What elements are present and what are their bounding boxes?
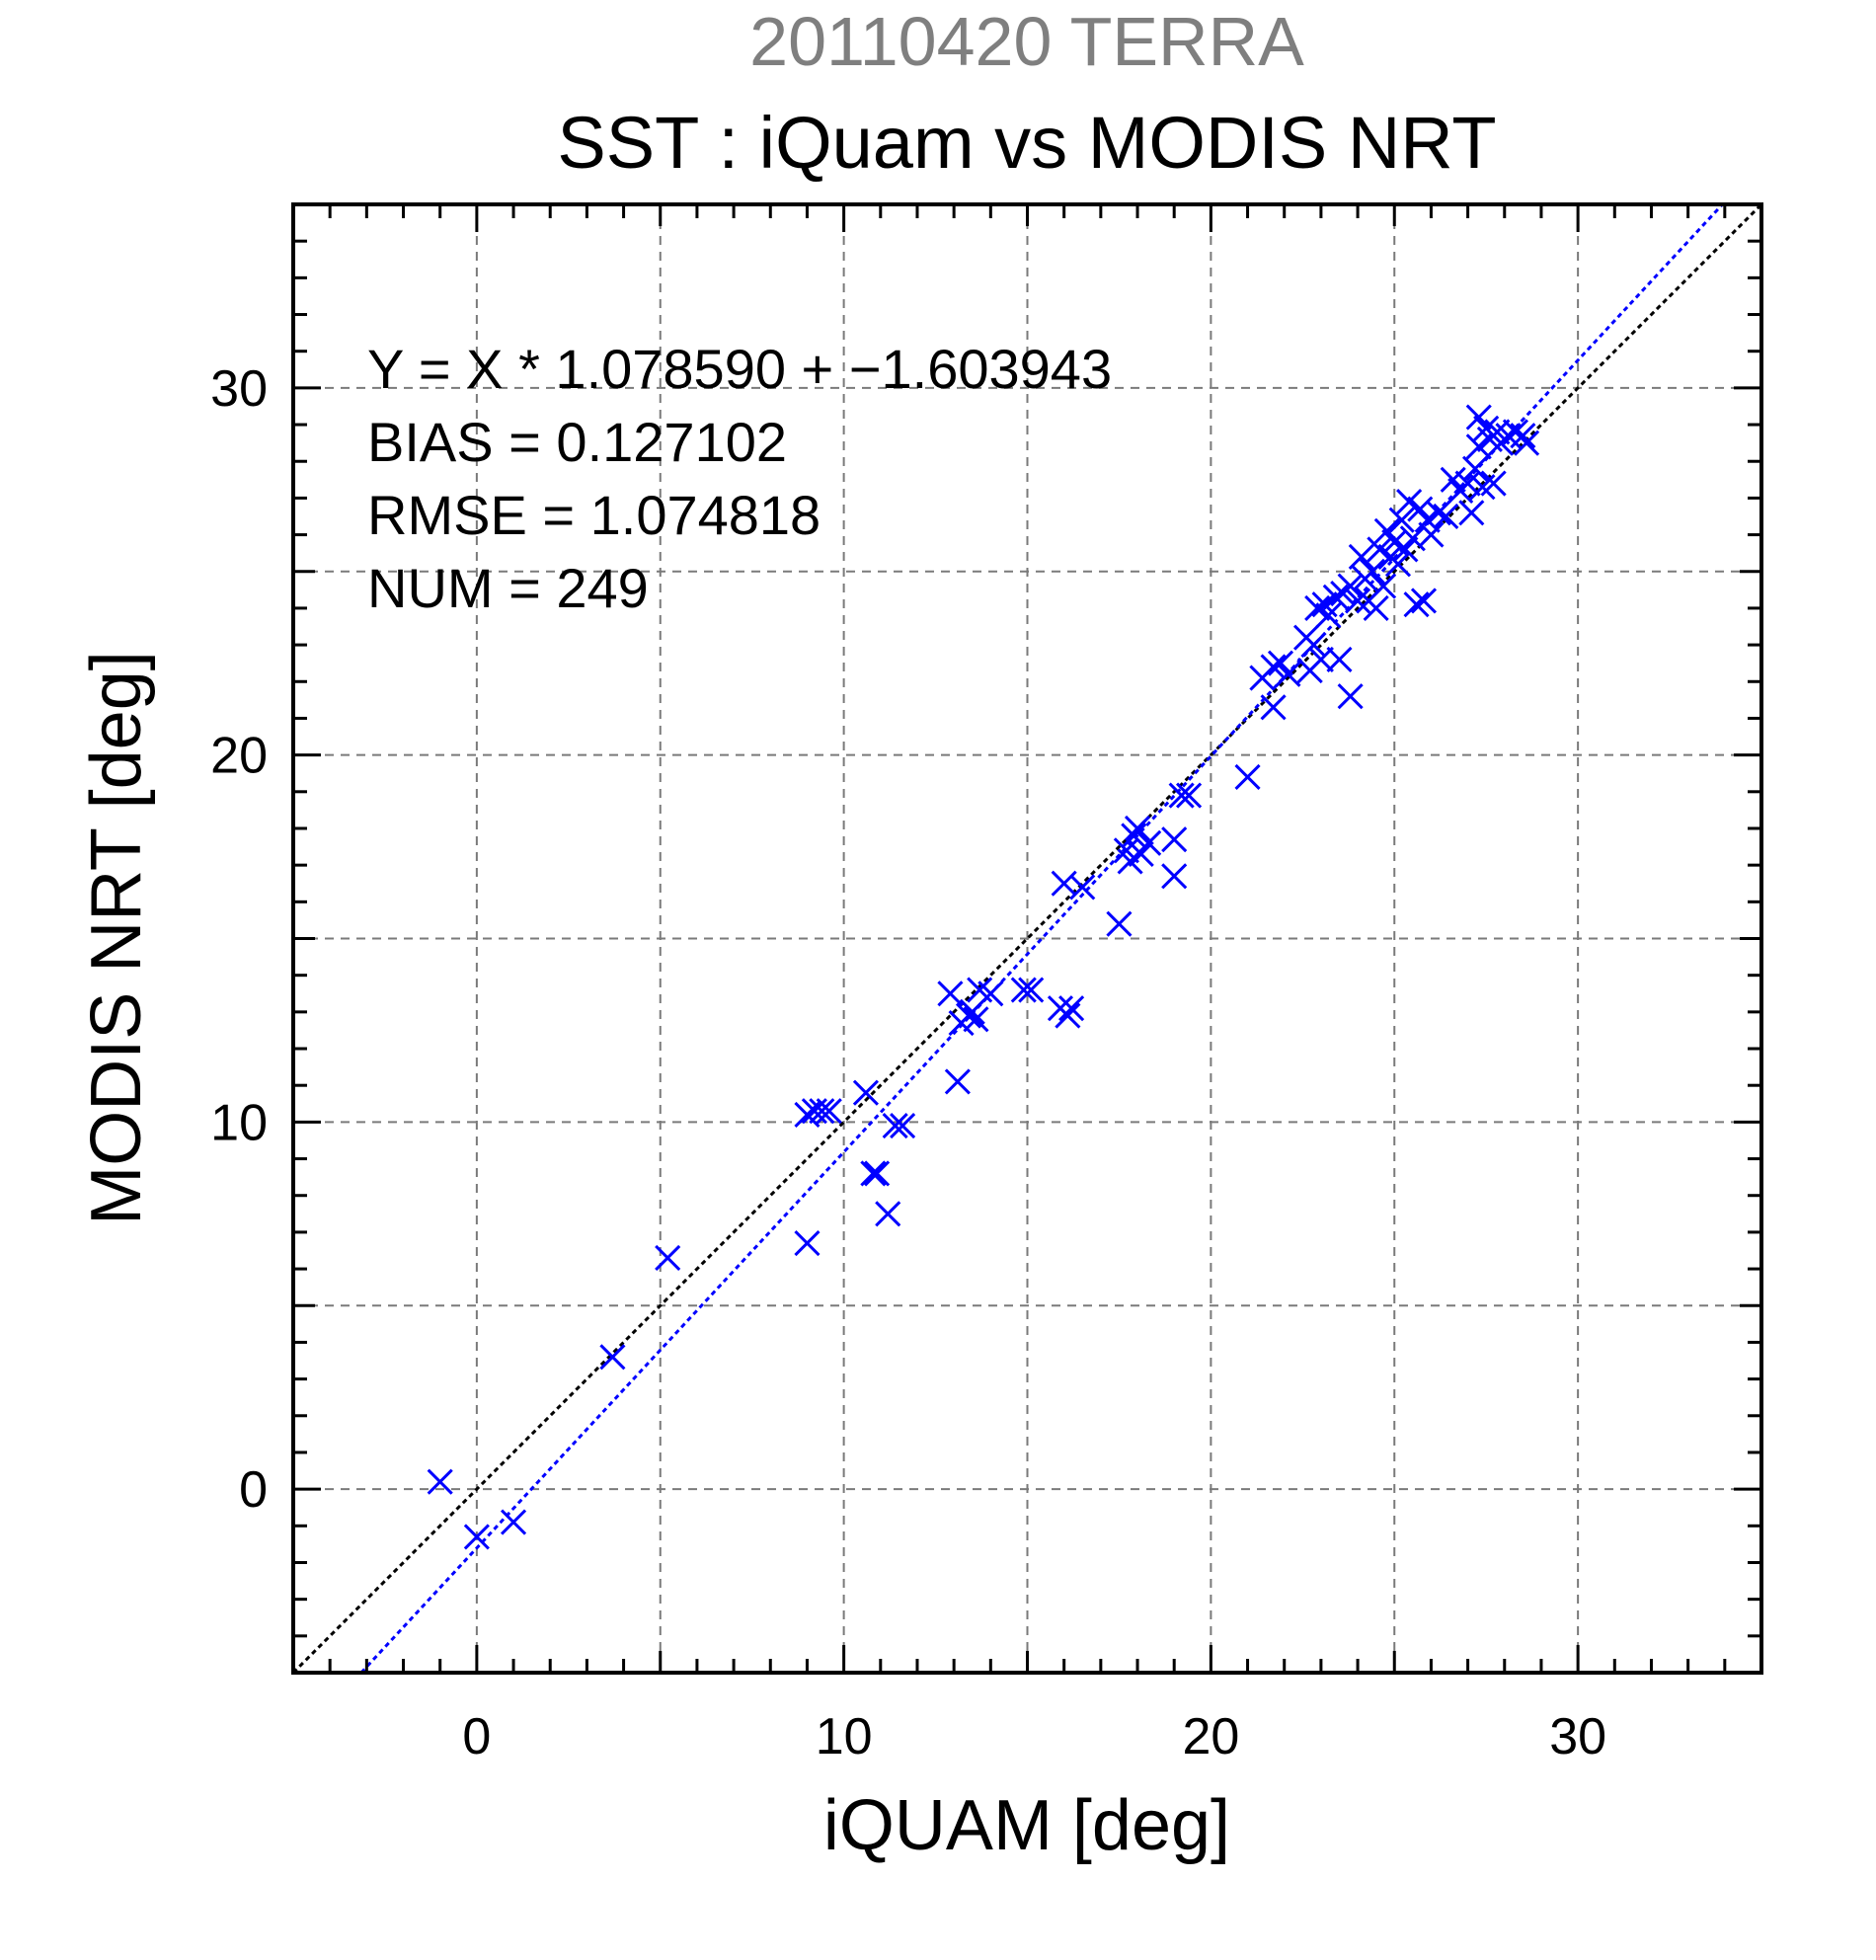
data-point — [794, 1101, 821, 1129]
data-point — [1322, 584, 1349, 610]
stats-bias: BIAS = 0.127102 — [367, 411, 787, 473]
data-point — [1161, 863, 1188, 890]
data-point — [1069, 874, 1096, 901]
data-point — [852, 1079, 879, 1106]
data-point — [1124, 815, 1151, 842]
data-point — [1370, 573, 1397, 599]
data-point — [1300, 632, 1327, 659]
data-point — [977, 980, 1004, 1007]
data-point — [809, 1098, 835, 1125]
x-axis-label: iQUAM [deg] — [823, 1786, 1230, 1865]
data-point — [1433, 503, 1459, 530]
data-point — [655, 1244, 681, 1271]
data-point — [463, 1524, 490, 1550]
data-point — [1307, 646, 1334, 673]
data-point — [1337, 683, 1364, 710]
data-point — [1055, 1002, 1081, 1029]
data-point — [937, 980, 964, 1007]
axis-ticks — [293, 204, 1761, 1673]
data-point — [1106, 910, 1133, 937]
data-point — [1388, 507, 1415, 533]
data-point — [1234, 763, 1261, 790]
data-point — [1260, 654, 1287, 680]
data-point — [1326, 646, 1353, 673]
data-point — [890, 1113, 916, 1139]
y-axis-label: MODIS NRT [deg] — [77, 651, 156, 1225]
data-point — [500, 1509, 527, 1535]
stats-rmse: RMSE = 1.074818 — [367, 484, 821, 546]
data-point — [1454, 470, 1481, 497]
data-point — [1418, 521, 1445, 548]
data-point — [1367, 536, 1393, 563]
data-point — [816, 1098, 842, 1125]
data-point — [1168, 782, 1195, 809]
data-point — [1345, 588, 1371, 614]
data-point — [794, 1229, 821, 1257]
tick-labels: 0 0 10 10 20 20 30 30 — [210, 360, 1606, 1765]
data-point — [1514, 430, 1540, 456]
y-tick-label: 0 — [239, 1461, 268, 1519]
data-point — [1176, 782, 1203, 809]
data-point — [599, 1344, 626, 1371]
data-point — [860, 1160, 887, 1187]
chart-subtitle: 20110420 TERRA — [749, 3, 1304, 80]
y-tick-label: 20 — [210, 728, 268, 785]
data-point — [1425, 500, 1451, 526]
data-point — [1161, 826, 1188, 853]
data-point — [1363, 594, 1389, 621]
data-point — [1058, 995, 1085, 1022]
data-point — [1018, 977, 1045, 1003]
y-tick-label: 30 — [210, 360, 268, 418]
data-point — [963, 1006, 989, 1033]
data-point — [1458, 500, 1485, 526]
data-point — [1465, 404, 1492, 431]
stats-block: Y = X * 1.078590 + −1.603943 BIAS = 0.12… — [367, 338, 1112, 619]
stats-equation: Y = X * 1.078590 + −1.603943 — [367, 338, 1112, 400]
data-point — [1304, 594, 1331, 621]
regression-line — [359, 202, 1724, 1675]
data-point — [1440, 466, 1466, 493]
data-point — [1260, 694, 1287, 721]
data-point — [1392, 536, 1419, 563]
data-point — [427, 1468, 453, 1495]
data-points — [427, 404, 1540, 1550]
grid-lines — [293, 204, 1761, 1673]
y-tick-label: 10 — [210, 1094, 268, 1151]
data-point — [1510, 423, 1536, 449]
fit-lines — [291, 202, 1763, 1675]
data-point — [1128, 840, 1154, 868]
data-point — [1337, 573, 1364, 599]
stats-num: NUM = 249 — [367, 557, 649, 619]
x-tick-label: 10 — [816, 1708, 873, 1765]
data-point — [1410, 588, 1438, 614]
data-point — [1267, 650, 1294, 676]
x-tick-label: 0 — [462, 1708, 491, 1765]
data-point — [1480, 470, 1507, 497]
data-point — [1121, 823, 1147, 849]
data-point — [1135, 829, 1162, 856]
data-point — [1010, 977, 1037, 1003]
data-point — [864, 1160, 891, 1187]
data-point — [875, 1201, 901, 1227]
data-point — [882, 1113, 908, 1139]
x-tick-label: 30 — [1549, 1708, 1606, 1765]
data-point — [1275, 661, 1301, 687]
x-tick-label: 20 — [1182, 1708, 1239, 1765]
data-point — [944, 1068, 971, 1095]
data-point — [1465, 433, 1492, 460]
data-point — [1384, 551, 1412, 578]
data-point — [1403, 591, 1430, 618]
data-point — [1359, 558, 1386, 585]
chart-title: SST : iQuam vs MODIS NRT — [557, 102, 1496, 184]
data-point — [1461, 455, 1489, 482]
data-point — [1315, 602, 1342, 629]
data-point — [1348, 543, 1374, 570]
